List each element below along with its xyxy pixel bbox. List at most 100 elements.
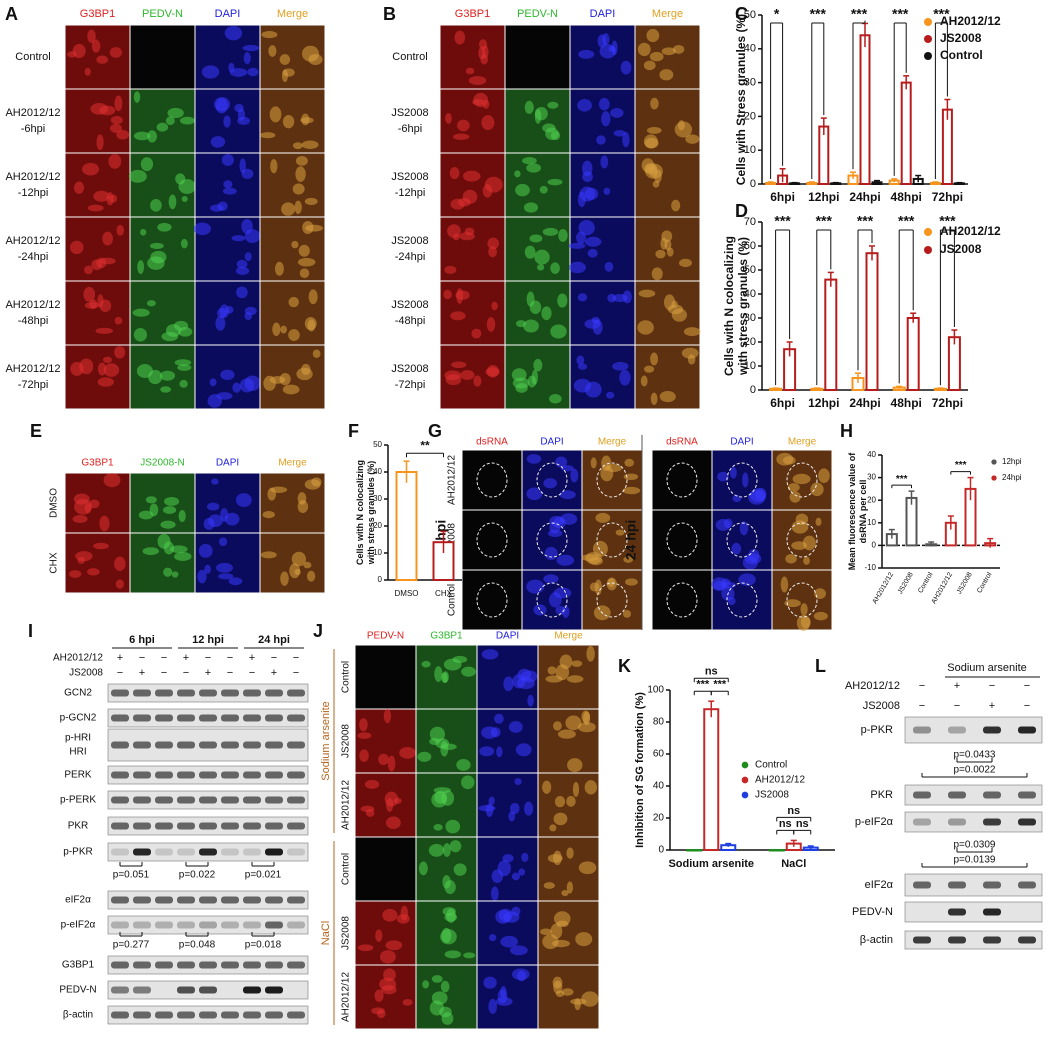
p-value: p=0.0139 — [954, 855, 996, 866]
cell-blob — [592, 540, 608, 557]
cell-blob — [357, 732, 372, 739]
cell-blob — [462, 170, 481, 182]
cell-blob — [651, 267, 663, 281]
cell-blob — [231, 235, 246, 242]
y-axis-label: Cells with Stress granules (%) — [734, 14, 748, 185]
y-tick-label: 20 — [744, 110, 756, 122]
cell-blob — [84, 67, 91, 76]
band — [221, 741, 239, 749]
cell-blob — [156, 122, 169, 132]
column-header: dsRNA — [666, 437, 698, 448]
cell-blob — [96, 55, 109, 64]
y-tick-label: 60 — [653, 749, 665, 760]
condition-mark: − — [139, 652, 145, 664]
cell-blob — [509, 802, 520, 815]
cell-blob — [280, 571, 289, 586]
outline — [666, 522, 698, 558]
cell-blob — [578, 363, 588, 370]
legend-swatch — [924, 228, 932, 236]
cell-blob — [429, 737, 440, 746]
cell-blob — [292, 183, 305, 195]
band-label: β-actin — [860, 934, 893, 946]
cell-blob — [568, 242, 586, 249]
cell-blob — [581, 710, 591, 723]
outline — [476, 582, 508, 618]
significance: *** — [898, 213, 915, 229]
cell-blob — [93, 542, 109, 550]
legend-label: 24hpi — [1002, 473, 1022, 482]
legend-swatch — [924, 18, 932, 26]
y-tick-label: 10 — [744, 360, 756, 372]
cell-blob — [244, 375, 261, 391]
y-axis-label: Mean fluorescence value of — [847, 452, 857, 571]
band — [155, 714, 173, 722]
y-tick-label: 50 — [373, 440, 382, 449]
micrograph — [651, 509, 713, 571]
cell-blob — [431, 991, 448, 1005]
row-label: JS2008 — [341, 916, 352, 950]
cell-blob — [643, 60, 656, 71]
band — [133, 689, 151, 697]
cell-blob — [543, 882, 555, 889]
band — [221, 961, 239, 969]
panel-letter: J — [313, 621, 323, 641]
condition-label: JS2008 — [863, 700, 900, 712]
band — [913, 726, 931, 734]
band-label: p-PERK — [60, 795, 96, 806]
cell-blob — [440, 740, 449, 757]
band — [265, 986, 283, 994]
cell-blob — [443, 658, 462, 671]
cell-blob — [279, 372, 291, 386]
band — [243, 796, 261, 804]
cell-blob — [533, 358, 543, 372]
band — [983, 791, 1001, 799]
cell-blob — [174, 359, 192, 366]
cell-blob — [527, 694, 534, 707]
bar — [703, 708, 720, 852]
cell-blob — [523, 319, 539, 333]
cell-blob — [261, 31, 278, 39]
bar — [941, 108, 953, 185]
band-label: PKR — [68, 821, 89, 832]
cell-blob — [479, 746, 495, 757]
condition-mark: + — [205, 667, 211, 679]
significance: *** — [955, 460, 967, 471]
cell-blob — [561, 605, 570, 618]
band — [111, 1011, 129, 1019]
y-tick-label: 80 — [653, 717, 665, 728]
band — [243, 714, 261, 722]
cell-blob — [591, 316, 600, 324]
micrograph — [711, 509, 773, 571]
column-header: Merge — [278, 458, 307, 469]
cell-blob — [289, 563, 301, 579]
band — [265, 822, 283, 830]
cell-blob — [559, 490, 576, 500]
cell-blob — [598, 97, 610, 111]
cell-blob — [547, 101, 559, 109]
legend-label: JS2008 — [940, 242, 982, 256]
condition-mark: − — [183, 667, 189, 679]
cell-blob — [488, 796, 495, 806]
cell-blob — [481, 726, 498, 739]
band — [177, 848, 195, 856]
panel-letter: I — [28, 621, 33, 641]
cell-blob — [514, 778, 522, 786]
cell-blob — [526, 454, 542, 464]
cell-blob — [307, 319, 316, 332]
cell-blob — [574, 998, 581, 1011]
cell-blob — [814, 588, 826, 600]
cell-blob — [247, 67, 259, 77]
cell-blob — [396, 913, 410, 924]
significance: *** — [892, 6, 909, 22]
band-label: PEDV-N — [59, 985, 96, 996]
significance: *** — [816, 213, 833, 229]
cell-blob — [539, 185, 548, 194]
row-label: -6hpi — [21, 123, 45, 135]
cell-blob — [480, 54, 488, 65]
cell-blob — [282, 384, 300, 395]
micrograph — [461, 449, 523, 511]
cell-blob — [84, 265, 93, 275]
band — [111, 741, 129, 749]
band — [243, 896, 261, 904]
